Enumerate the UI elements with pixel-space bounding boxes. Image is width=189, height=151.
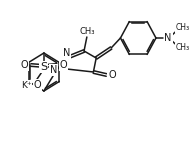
Text: O: O bbox=[108, 70, 116, 80]
Text: N: N bbox=[50, 65, 57, 75]
Text: K⁺: K⁺ bbox=[21, 80, 31, 90]
Text: S: S bbox=[40, 62, 47, 72]
Text: N: N bbox=[63, 48, 70, 58]
Text: O: O bbox=[33, 80, 41, 90]
Text: O: O bbox=[20, 60, 28, 70]
Text: CH₃: CH₃ bbox=[176, 24, 189, 32]
Text: CH₃: CH₃ bbox=[176, 43, 189, 53]
Text: N: N bbox=[164, 33, 172, 43]
Text: O: O bbox=[60, 60, 67, 70]
Text: CH₃: CH₃ bbox=[79, 26, 95, 35]
